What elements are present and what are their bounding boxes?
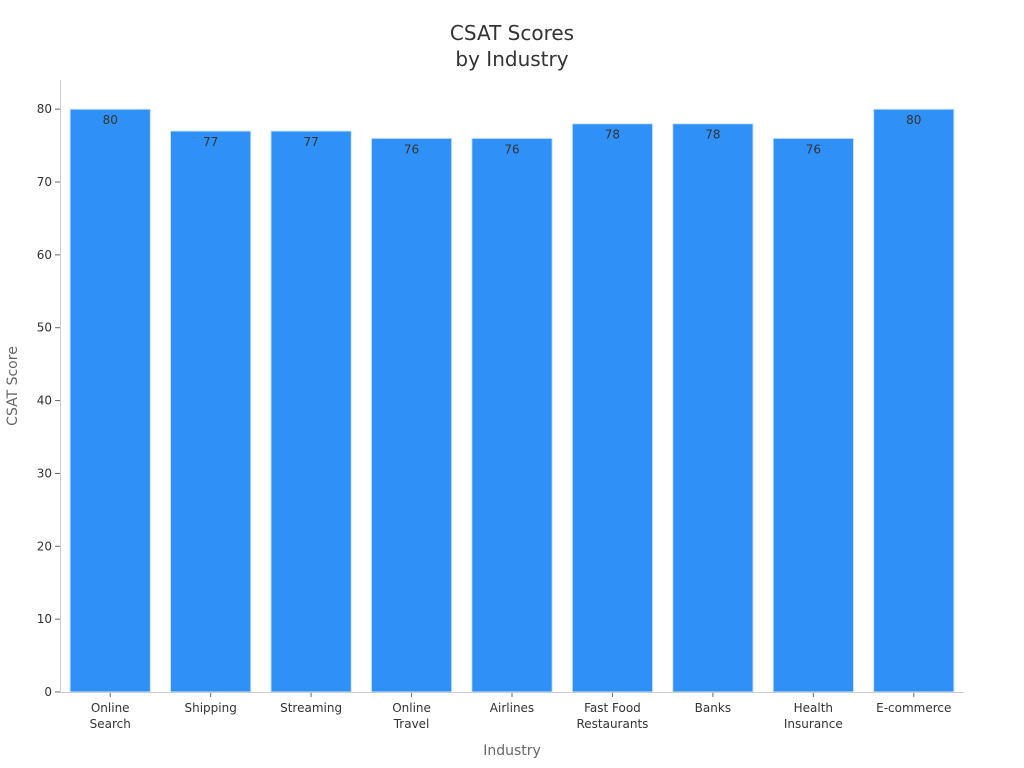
- x-tick-label-line: Online: [392, 701, 431, 715]
- bar-6: [672, 123, 754, 693]
- y-axis-ticks: 0 10 20 30 40 50 60 70 80: [37, 102, 60, 699]
- x-tick-label-2: Streaming: [280, 701, 342, 715]
- y-tick-label-0: 0: [44, 685, 52, 699]
- bar-8: [873, 108, 955, 693]
- y-tick-label-3: 30: [37, 466, 52, 480]
- bar-1: [169, 130, 252, 693]
- data-label-2: 77: [303, 135, 318, 149]
- y-tick-label-2: 20: [37, 539, 52, 553]
- x-tick-label-line: Health: [794, 701, 833, 715]
- y-axis-label: CSAT Score: [5, 346, 21, 426]
- bars-group: [69, 108, 955, 693]
- x-axis-label: Industry: [483, 743, 541, 759]
- y-tick-label-7: 70: [37, 175, 52, 189]
- y-tick-label-1: 10: [37, 612, 52, 626]
- x-tick-label-line: Search: [90, 717, 131, 731]
- data-label-4: 76: [504, 142, 519, 156]
- x-axis-ticks: Online Search Shipping Streaming Online Trave…: [90, 692, 951, 731]
- x-tick-label-8: E-commerce: [876, 701, 951, 715]
- chart-title-line-2: by Industry: [455, 47, 568, 71]
- bar-0: [69, 108, 151, 693]
- bar-5: [571, 123, 654, 693]
- bar-7: [772, 137, 855, 693]
- x-tick-label-line: E-commerce: [876, 701, 951, 715]
- data-label-3: 76: [404, 142, 419, 156]
- x-tick-label-line: Banks: [695, 701, 731, 715]
- x-tick-label-line: Fast Food: [584, 701, 641, 715]
- x-tick-label-5: Fast Food Restaurants: [576, 701, 648, 731]
- x-tick-label-3: Online Travel: [392, 701, 431, 731]
- y-tick-label-6: 60: [37, 248, 52, 262]
- x-tick-label-line: Insurance: [784, 717, 843, 731]
- bar-4: [471, 137, 553, 693]
- x-tick-label-line: Online: [91, 701, 130, 715]
- data-label-6: 78: [705, 128, 720, 142]
- chart-title-line-1: CSAT Scores: [450, 21, 574, 45]
- x-tick-label-0: Online Search: [90, 701, 131, 731]
- data-label-5: 78: [605, 128, 620, 142]
- x-tick-label-line: Streaming: [280, 701, 342, 715]
- x-tick-label-line: Restaurants: [576, 717, 648, 731]
- data-label-1: 77: [203, 135, 218, 149]
- x-tick-label-line: Shipping: [184, 701, 236, 715]
- x-tick-label-line: Travel: [393, 717, 430, 731]
- x-tick-label-6: Banks: [695, 701, 731, 715]
- x-tick-label-1: Shipping: [184, 701, 236, 715]
- x-tick-label-4: Airlines: [490, 701, 534, 715]
- x-tick-label-line: Airlines: [490, 701, 534, 715]
- y-tick-label-8: 80: [37, 102, 52, 116]
- y-tick-label-5: 50: [37, 321, 52, 335]
- bar-3: [370, 137, 453, 693]
- bar-2: [270, 130, 352, 693]
- data-label-8: 80: [906, 113, 921, 127]
- data-label-0: 80: [103, 113, 118, 127]
- data-label-7: 76: [806, 142, 821, 156]
- y-tick-label-4: 40: [37, 394, 52, 408]
- data-labels-group: 80 77 77 76 76 78 78 76 80: [103, 113, 922, 156]
- x-tick-label-7: Health Insurance: [784, 701, 843, 731]
